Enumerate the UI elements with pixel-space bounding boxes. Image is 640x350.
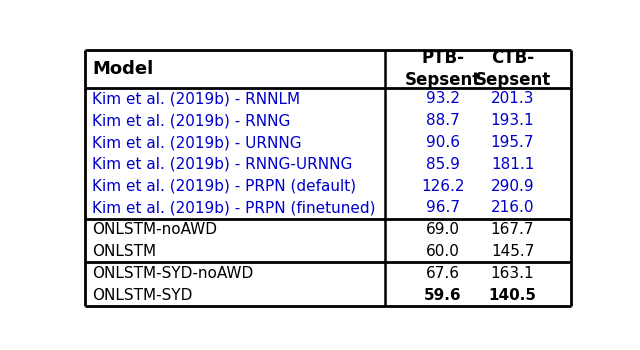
Text: Kim et al. (2019b) - PRPN (default): Kim et al. (2019b) - PRPN (default) [92,178,356,194]
Text: 96.7: 96.7 [426,201,460,216]
Text: ONLSTM: ONLSTM [92,244,157,259]
Text: CTB-
Sepsent: CTB- Sepsent [474,49,550,89]
Text: Kim et al. (2019b) - RNNLM: Kim et al. (2019b) - RNNLM [92,91,301,106]
Text: 85.9: 85.9 [426,157,460,172]
Text: PTB-
Sepsent: PTB- Sepsent [404,49,481,89]
Text: ONLSTM-SYD: ONLSTM-SYD [92,288,193,303]
Text: 69.0: 69.0 [426,222,460,237]
Text: Kim et al. (2019b) - URNNG: Kim et al. (2019b) - URNNG [92,135,302,150]
Text: 163.1: 163.1 [491,266,534,281]
Text: 216.0: 216.0 [491,201,534,216]
Text: Kim et al. (2019b) - RNNG: Kim et al. (2019b) - RNNG [92,113,291,128]
Text: 90.6: 90.6 [426,135,460,150]
Text: Kim et al. (2019b) - RNNG-URNNG: Kim et al. (2019b) - RNNG-URNNG [92,157,353,172]
Text: 140.5: 140.5 [488,288,536,303]
Text: 59.6: 59.6 [424,288,461,303]
Text: Kim et al. (2019b) - PRPN (finetuned): Kim et al. (2019b) - PRPN (finetuned) [92,201,376,216]
Text: 126.2: 126.2 [421,178,465,194]
Text: 195.7: 195.7 [491,135,534,150]
Text: 93.2: 93.2 [426,91,460,106]
Text: 145.7: 145.7 [491,244,534,259]
Text: 290.9: 290.9 [491,178,534,194]
Text: 67.6: 67.6 [426,266,460,281]
Text: 201.3: 201.3 [491,91,534,106]
Text: 167.7: 167.7 [491,222,534,237]
Text: 60.0: 60.0 [426,244,460,259]
Text: Model: Model [92,60,154,78]
Text: 181.1: 181.1 [491,157,534,172]
Text: 88.7: 88.7 [426,113,460,128]
Text: ONLSTM-noAWD: ONLSTM-noAWD [92,222,218,237]
Text: ONLSTM-SYD-noAWD: ONLSTM-SYD-noAWD [92,266,253,281]
Text: 193.1: 193.1 [491,113,534,128]
